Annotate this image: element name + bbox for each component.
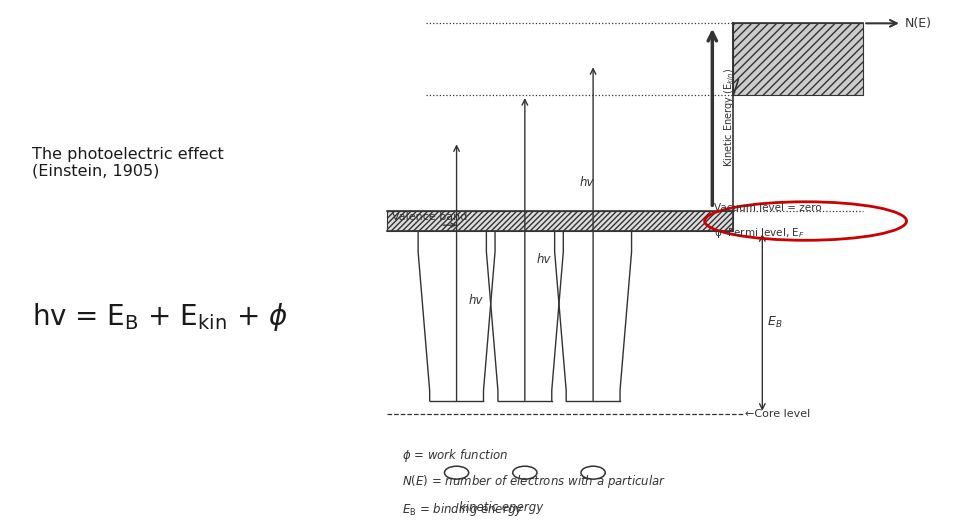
Bar [388,211,734,231]
Text: $N(E)$ = number of electrons with a particular: $N(E)$ = number of electrons with a part… [401,473,666,489]
Text: ←Core level: ←Core level [745,409,810,419]
Text: hv = E$_\mathrm{B}$ + E$_\mathrm{kin}$ + $\phi$: hv = E$_\mathrm{B}$ + E$_\mathrm{kin}$ +… [32,301,287,333]
Text: Kinetic Energy (E$_{kin}$): Kinetic Energy (E$_{kin}$) [722,68,736,167]
Text: φ  Fermi level, E$_F$: φ Fermi level, E$_F$ [715,226,805,241]
Bar [734,24,864,95]
Text: hv: hv [468,294,483,307]
Text: Valence band: Valence band [393,212,467,222]
Text: $\phi$ = work function: $\phi$ = work function [401,447,509,464]
Text: The photoelectric effect
(Einstein, 1905): The photoelectric effect (Einstein, 1905… [32,147,223,179]
Text: $E_\mathrm{B}$ = binding energy: $E_\mathrm{B}$ = binding energy [401,501,523,518]
Text: hv: hv [579,176,594,189]
Text: kinetic energy: kinetic energy [459,501,543,514]
Text: hv: hv [537,253,551,266]
Text: N(E): N(E) [904,17,931,30]
Text: Vacuum level = zero: Vacuum level = zero [715,203,822,213]
Text: E$_B$: E$_B$ [767,315,782,330]
